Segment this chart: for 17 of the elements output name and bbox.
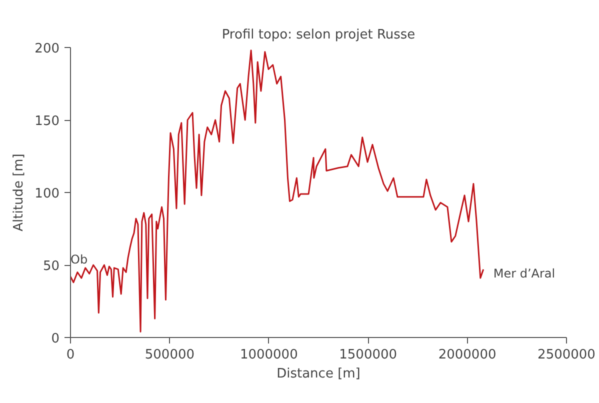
y-tick-label: 0 xyxy=(51,332,60,346)
x-tick-label: 2500000 xyxy=(538,348,596,362)
line-series xyxy=(70,50,484,332)
y-tick-label: 50 xyxy=(42,259,60,274)
y-tick-label: 200 xyxy=(34,42,60,56)
annotation: Ob xyxy=(70,252,88,267)
y-tick-label: 150 xyxy=(34,114,60,129)
y-tick-label: 100 xyxy=(34,186,60,202)
x-tick-label: 0 xyxy=(66,348,75,362)
x-tick-label: 500000 xyxy=(144,348,195,362)
x-axis-title: Distance [m] xyxy=(276,366,360,382)
y-axis-title: Altitude [m] xyxy=(12,154,27,232)
x-tick-label: 1500000 xyxy=(339,348,398,362)
annotation: Mer d’Aral xyxy=(493,266,556,280)
x-tick-label: 1000000 xyxy=(240,348,298,362)
chart-title: Profil topo: selon projet Russe xyxy=(222,28,416,42)
x-tick-label: 2000000 xyxy=(438,348,496,362)
